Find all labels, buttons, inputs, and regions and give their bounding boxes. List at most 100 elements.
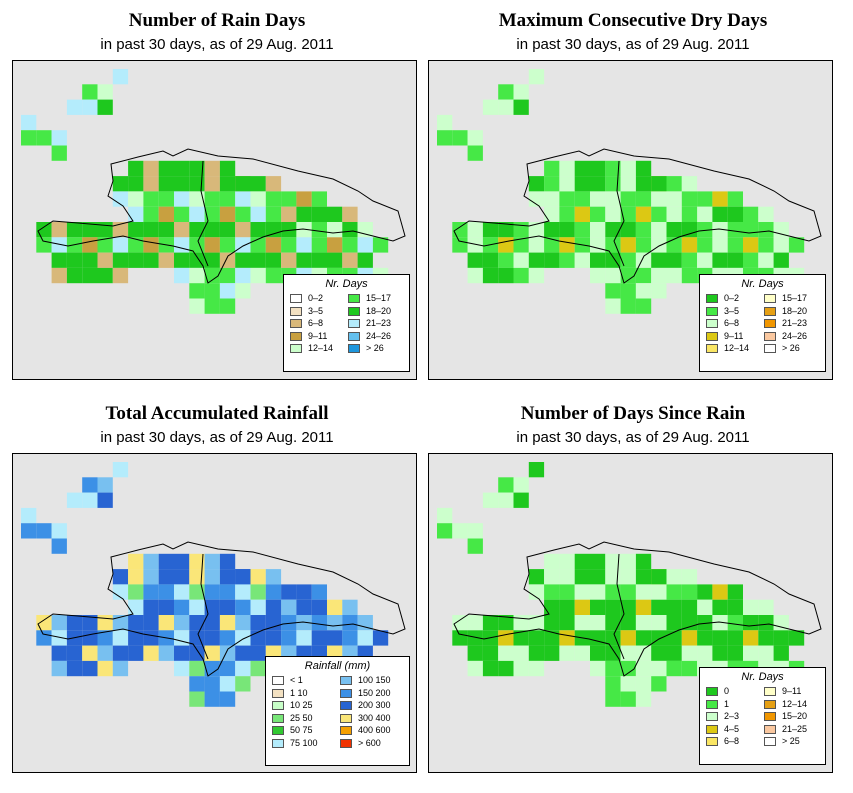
grid-cell — [544, 599, 560, 615]
grid-cell — [697, 252, 713, 268]
grid-cell — [559, 191, 575, 207]
grid-cell — [513, 267, 529, 284]
grid-cell — [158, 584, 174, 600]
legend-label: 21–23 — [366, 318, 392, 328]
grid-cell — [235, 599, 251, 615]
grid-cell — [82, 477, 98, 493]
grid-cell — [82, 615, 98, 631]
grid-cell — [311, 599, 327, 615]
grid-cell — [250, 176, 266, 192]
legend-label: 6–8 — [724, 318, 740, 328]
grid-cell — [174, 176, 190, 192]
grid-cell — [327, 599, 343, 615]
grid-cell — [235, 645, 251, 661]
grid-cell — [174, 660, 190, 677]
legend-swatch — [764, 306, 776, 316]
grid-cell — [773, 252, 789, 268]
grid-cell — [467, 145, 483, 161]
grid-cell — [620, 252, 636, 268]
grid-cell — [250, 569, 266, 585]
grid-cell — [620, 206, 636, 222]
grid-cell — [513, 492, 529, 508]
grid-cell — [372, 237, 389, 253]
grid-cell — [651, 584, 667, 600]
grid-cell — [219, 298, 236, 314]
grid-cell — [437, 523, 453, 539]
legend-swatch — [272, 701, 284, 710]
grid-cell — [219, 283, 236, 299]
grid-cell — [281, 630, 297, 646]
grid-cell — [158, 176, 174, 192]
grid-cell — [82, 84, 98, 100]
grid-cell — [482, 252, 499, 268]
grid-cell — [574, 645, 590, 661]
legend-swatch — [272, 726, 284, 735]
grid-cell — [174, 267, 190, 284]
grid-cell — [51, 660, 67, 677]
legend-swatch — [290, 344, 302, 353]
legend-label: 9–11 — [782, 686, 802, 696]
grid-cell — [635, 599, 652, 615]
grid-cell — [681, 267, 698, 284]
grid-cell — [574, 176, 590, 192]
grid-cell — [544, 584, 560, 600]
grid-cell — [219, 267, 236, 284]
grid-cell — [128, 237, 144, 253]
grid-cell — [311, 222, 327, 238]
grid-cell — [235, 206, 251, 222]
grid-cell — [189, 691, 205, 707]
grid-cell — [143, 553, 159, 570]
grid-cell — [513, 252, 529, 268]
grid-cell — [143, 584, 159, 600]
grid-cell — [174, 615, 190, 631]
grid-cell — [128, 569, 144, 585]
grid-cell — [281, 222, 297, 238]
legend-label: 15–17 — [782, 293, 808, 303]
grid-cell — [605, 191, 621, 207]
grid-cell — [143, 645, 159, 661]
legend-label: 10 25 — [290, 700, 313, 710]
grid-cell — [281, 599, 297, 615]
grid-cell — [513, 237, 529, 253]
grid-cell — [574, 615, 590, 631]
grid-cell — [66, 252, 83, 268]
grid-cell — [727, 599, 743, 615]
grid-cell — [357, 237, 373, 253]
grid-cell — [437, 130, 453, 146]
grid-cell — [635, 237, 652, 253]
grid-cell — [620, 267, 636, 284]
grid-cell — [51, 237, 67, 253]
grid-cell — [265, 191, 282, 207]
grid-cell — [498, 477, 514, 493]
grid-cell — [544, 176, 560, 192]
grid-cell — [235, 660, 251, 677]
grid-cell — [498, 237, 514, 253]
grid-cell — [189, 553, 205, 570]
grid-cell — [635, 267, 652, 284]
grid-cell — [296, 252, 312, 268]
grid-cell — [204, 569, 220, 585]
grid-cell — [559, 584, 575, 600]
grid-cell — [590, 645, 606, 661]
legend-swatch — [348, 344, 360, 353]
grid-cell — [281, 584, 297, 600]
grid-cell — [605, 252, 621, 268]
legend-label: 75 100 — [290, 737, 318, 748]
grid-cell — [528, 267, 545, 284]
grid-cell — [544, 252, 560, 268]
grid-cell — [620, 615, 636, 631]
grid-cell — [467, 267, 483, 284]
legend-swatch — [272, 676, 284, 685]
grid-cell — [528, 176, 545, 192]
grid-cell — [666, 206, 682, 222]
grid-cell — [758, 599, 774, 615]
grid-cell — [36, 222, 52, 238]
grid-cell — [204, 176, 220, 192]
grid-cell — [174, 630, 190, 646]
grid-cell — [82, 99, 98, 115]
grid-cell — [620, 599, 636, 615]
grid-cell — [498, 645, 514, 661]
grid-cell — [36, 630, 52, 646]
legend-title: Nr. Days — [325, 278, 368, 290]
grid-cell — [635, 298, 652, 314]
